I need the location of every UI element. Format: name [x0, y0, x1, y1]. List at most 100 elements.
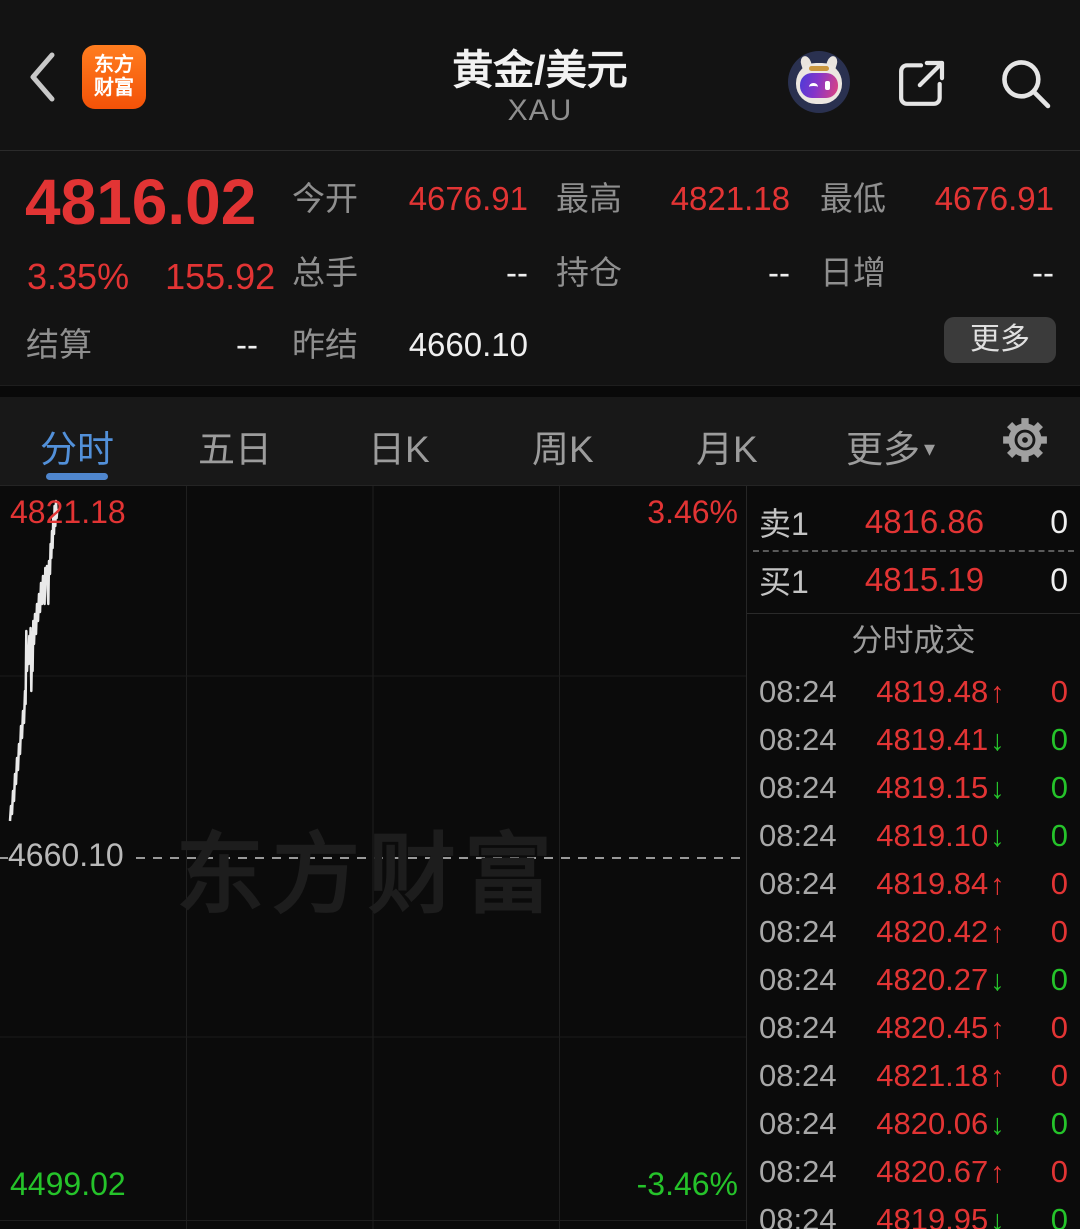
- trade-time: 08:24: [759, 866, 837, 901]
- trade-price-value: 4819.84: [876, 866, 989, 901]
- trade-price: 4820.06↓: [855, 1106, 1026, 1142]
- tick-arrow-icon: ↑: [990, 1013, 1005, 1045]
- sell-qty: 0: [1050, 503, 1068, 540]
- trade-volume: 0: [1050, 770, 1068, 805]
- chart-high-label: 4821.18: [10, 494, 126, 530]
- trade-volume: 0: [1050, 818, 1068, 853]
- tick-arrow-icon: ↓: [990, 821, 1005, 853]
- trade-time: 08:24: [759, 1058, 837, 1093]
- tab-monthly-k-label: 月K: [696, 429, 758, 470]
- tab-monthly-k[interactable]: 月K: [696, 419, 758, 473]
- tick-arrow-icon: ↓: [990, 1205, 1005, 1229]
- trade-price: 4820.27↓: [855, 962, 1026, 998]
- price-change: 3.35% 155.92: [27, 256, 275, 298]
- robot-eye-left: [809, 83, 818, 91]
- oi-change-label: 日增: [820, 254, 886, 291]
- trade-volume: 0: [1050, 1202, 1068, 1229]
- sell-label: 卖1: [759, 506, 809, 542]
- prev-settle-label: 昨结: [292, 326, 358, 363]
- trade-price: 4820.45↑: [855, 1010, 1026, 1046]
- trade-time: 08:24: [759, 818, 837, 853]
- tab-minute[interactable]: 分时: [40, 419, 114, 480]
- panel-divider: [747, 613, 1080, 614]
- settle-value: --: [236, 326, 258, 363]
- tab-weekly-k[interactable]: 周K: [532, 419, 594, 473]
- quote-panel: 4816.02 3.35% 155.92 今开 4676.91 最高 4821.…: [0, 151, 1080, 385]
- share-button[interactable]: [893, 56, 949, 112]
- chart-high-pct-label: 3.46%: [647, 494, 738, 530]
- tab-minute-label: 分时: [40, 429, 114, 470]
- logo-text-line1: 东方: [94, 54, 134, 76]
- tick-arrow-icon: ↑: [990, 1061, 1005, 1093]
- tick-arrow-icon: ↑: [990, 917, 1005, 949]
- trade-volume: 0: [1050, 1106, 1068, 1141]
- trade-price: 4819.15↓: [855, 770, 1026, 806]
- tab-more-label: 更多: [846, 429, 920, 470]
- trade-row: 08:24 4820.06↓ 0: [747, 1100, 1080, 1148]
- trade-price: 4819.10↓: [855, 818, 1026, 854]
- chart-settings-button[interactable]: [1000, 415, 1050, 465]
- search-button[interactable]: [996, 54, 1054, 112]
- chart-tabs: 分时 五日 日K 周K 月K 更多 ▾: [0, 397, 1080, 486]
- trade-price-value: 4820.06: [876, 1106, 989, 1141]
- tab-more[interactable]: 更多 ▾: [846, 419, 935, 473]
- tick-arrow-icon: ↓: [990, 773, 1005, 805]
- buy-price: 4815.19: [864, 561, 985, 598]
- share-icon: [899, 60, 945, 106]
- change-amount: 155.92: [165, 256, 276, 297]
- tab-five-day[interactable]: 五日: [198, 419, 272, 473]
- price-line: [8, 499, 60, 822]
- trade-row: 08:24 4820.42↑ 0: [747, 908, 1080, 956]
- trade-time: 08:24: [759, 1106, 837, 1141]
- tab-daily-k-label: 日K: [368, 429, 430, 470]
- oi-change-value: --: [1032, 254, 1054, 291]
- ai-assistant-button[interactable]: [788, 51, 850, 113]
- orderbook-divider: [753, 550, 1074, 552]
- trade-price: 4820.42↑: [855, 914, 1026, 950]
- app-logo[interactable]: 东方 财富: [82, 45, 146, 109]
- minute-chart[interactable]: 东方财富 4821.18 3.46% 4660.10 4499.02 -3.46…: [0, 486, 746, 1229]
- search-icon: [1002, 60, 1051, 109]
- trade-time: 08:24: [759, 1202, 837, 1229]
- trade-row: 08:24 4820.45↑ 0: [747, 1004, 1080, 1052]
- more-quote-button[interactable]: 更多: [944, 317, 1056, 363]
- tick-list-title: 分时成交: [851, 623, 976, 658]
- trade-price-value: 4820.42: [876, 914, 989, 949]
- sell-quote-row[interactable]: 卖1 4816.86 0: [747, 496, 1080, 548]
- tick-arrow-icon: ↑: [990, 869, 1005, 901]
- change-percent: 3.35%: [27, 256, 130, 297]
- tab-daily-k[interactable]: 日K: [368, 419, 430, 473]
- buy-quote-row[interactable]: 买1 4815.19 0: [747, 554, 1080, 606]
- open-label: 今开: [292, 180, 358, 217]
- high-label: 最高: [556, 180, 622, 217]
- tick-arrow-icon: ↓: [990, 725, 1005, 757]
- tab-weekly-k-label: 周K: [532, 429, 594, 470]
- trade-row: 08:24 4819.15↓ 0: [747, 764, 1080, 812]
- tab-five-day-label: 五日: [198, 429, 272, 470]
- trade-volume: 0: [1050, 722, 1068, 757]
- robot-eye-right: [825, 81, 830, 90]
- buy-qty: 0: [1050, 561, 1068, 598]
- trade-price-value: 4820.27: [876, 962, 989, 997]
- chart-prev-settle-label: 4660.10: [8, 837, 129, 874]
- trade-price: 4819.84↑: [855, 866, 1026, 902]
- trade-row: 08:24 4819.95↓ 0: [747, 1196, 1080, 1229]
- trade-volume: 0: [1050, 1154, 1068, 1189]
- sell-price: 4816.86: [864, 503, 985, 540]
- trade-price: 4819.48↑: [855, 674, 1026, 710]
- open-value: 4676.91: [408, 180, 528, 217]
- volume-value: --: [506, 254, 528, 291]
- trade-row: 08:24 4819.48↑ 0: [747, 668, 1080, 716]
- chart-low-label: 4499.02: [10, 1166, 126, 1202]
- trade-price-value: 4819.41: [876, 722, 989, 757]
- back-button[interactable]: [28, 50, 58, 104]
- logo-text-line2: 财富: [94, 77, 134, 99]
- trade-price-value: 4819.95: [876, 1202, 989, 1229]
- trade-row: 08:24 4820.27↓ 0: [747, 956, 1080, 1004]
- settle-label: 结算: [26, 326, 92, 363]
- trade-row: 08:24 4820.67↑ 0: [747, 1148, 1080, 1196]
- trade-price: 4819.95↓: [855, 1202, 1026, 1229]
- tick-trade-list[interactable]: 08:24 4819.48↑ 0 08:24 4819.41↓ 0 08:24 …: [747, 668, 1080, 1229]
- volume-label: 总手: [292, 254, 358, 291]
